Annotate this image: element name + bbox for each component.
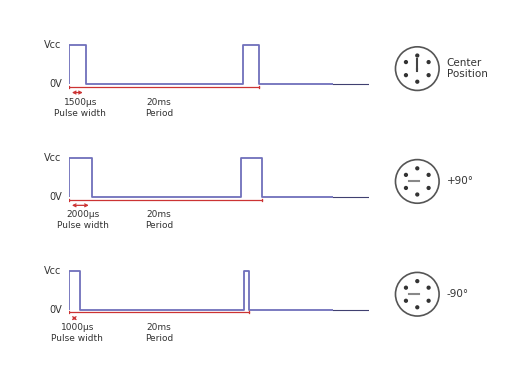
Text: 20ms
Period: 20ms Period [145, 323, 173, 343]
Text: 20ms
Period: 20ms Period [145, 97, 173, 118]
Text: Vcc: Vcc [44, 153, 61, 163]
Text: 2000μs
Pulse width: 2000μs Pulse width [57, 210, 109, 230]
Text: +90°: +90° [447, 176, 474, 186]
Text: -90°: -90° [447, 289, 469, 299]
Text: Vcc: Vcc [44, 41, 61, 50]
Text: Center
Position: Center Position [447, 58, 487, 79]
Text: 1500μs
Pulse width: 1500μs Pulse width [54, 97, 106, 118]
Text: 20ms
Period: 20ms Period [145, 210, 173, 230]
Text: 0V: 0V [49, 192, 61, 202]
Text: 0V: 0V [49, 79, 61, 89]
Text: 1000μs
Pulse width: 1000μs Pulse width [51, 323, 103, 343]
Text: 0V: 0V [49, 305, 61, 315]
Text: Vcc: Vcc [44, 266, 61, 276]
